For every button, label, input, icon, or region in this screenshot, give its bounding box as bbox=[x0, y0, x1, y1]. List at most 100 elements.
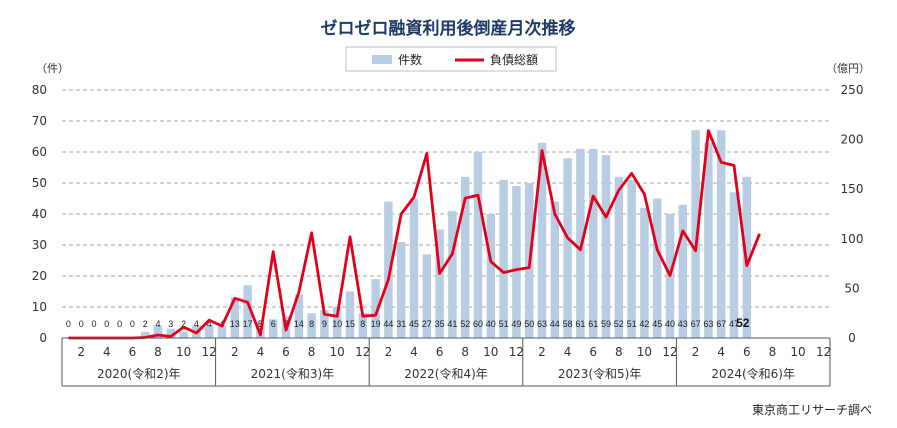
month-tick-label: 4 bbox=[410, 345, 418, 359]
bar bbox=[499, 179, 508, 338]
year-label: 2022(令和4)年 bbox=[404, 366, 488, 381]
legend-label-count: 件数 bbox=[398, 52, 422, 67]
bar-data-label: 2 bbox=[181, 319, 186, 329]
bar-data-label: 61 bbox=[588, 319, 598, 329]
right-tick-label: 200 bbox=[841, 133, 864, 147]
bar-data-label: 9 bbox=[322, 319, 327, 329]
bar bbox=[614, 176, 624, 338]
month-tick-label: 12 bbox=[355, 345, 370, 359]
bar bbox=[217, 325, 227, 338]
right-tick-label: 250 bbox=[841, 83, 864, 97]
right-axis-unit: （億円） bbox=[826, 62, 870, 75]
bar bbox=[716, 130, 726, 338]
bar-data-label: 8 bbox=[360, 319, 365, 329]
month-tick-label: 10 bbox=[637, 345, 652, 359]
month-tick-label: 4 bbox=[717, 345, 725, 359]
month-tick-label: 12 bbox=[662, 345, 677, 359]
bar-data-label: 15 bbox=[345, 319, 355, 329]
bar-data-label: 52 bbox=[460, 319, 470, 329]
bar bbox=[691, 130, 700, 338]
bar-data-label: 8 bbox=[309, 319, 314, 329]
left-tick-label: 60 bbox=[32, 145, 47, 159]
month-tick-label: 12 bbox=[509, 345, 524, 359]
bar bbox=[268, 319, 278, 338]
bar-data-label: 59 bbox=[601, 319, 611, 329]
bar bbox=[396, 241, 406, 338]
bar bbox=[588, 148, 598, 338]
bar bbox=[512, 186, 521, 338]
bar-data-label: 27 bbox=[422, 319, 432, 329]
bar bbox=[576, 148, 585, 338]
bar-data-label: 4 bbox=[194, 319, 199, 329]
bar bbox=[729, 192, 739, 338]
month-tick-label: 12 bbox=[816, 345, 831, 359]
month-tick-label: 6 bbox=[129, 345, 137, 359]
month-tick-label: 8 bbox=[154, 345, 162, 359]
bar-data-label: 0 bbox=[66, 319, 71, 329]
bar bbox=[652, 198, 662, 338]
month-tick-label: 12 bbox=[202, 345, 217, 359]
month-tick-label: 6 bbox=[589, 345, 597, 359]
right-tick-label: 150 bbox=[841, 182, 864, 196]
source-note: 東京商工リサーチ調べ bbox=[752, 402, 872, 417]
bar bbox=[345, 291, 355, 338]
bar-data-label: 51 bbox=[499, 319, 509, 329]
month-tick-label: 10 bbox=[330, 345, 345, 359]
bar-data-label: 60 bbox=[473, 319, 483, 329]
grid bbox=[62, 89, 830, 308]
bar-data-label: 67 bbox=[716, 319, 726, 329]
bar-data-label: 4 bbox=[207, 319, 212, 329]
bar bbox=[550, 201, 560, 338]
bar bbox=[601, 155, 611, 338]
bar-data-label: 63 bbox=[703, 319, 713, 329]
month-tick-label: 6 bbox=[743, 345, 751, 359]
month-tick-label: 4 bbox=[257, 345, 265, 359]
left-tick-label: 40 bbox=[32, 207, 47, 221]
bar-data-label: 43 bbox=[678, 319, 688, 329]
bar bbox=[422, 254, 432, 338]
month-tick-label: 2 bbox=[538, 345, 546, 359]
bar-data-label: 31 bbox=[396, 319, 406, 329]
bar bbox=[294, 294, 304, 338]
month-tick-label: 4 bbox=[564, 345, 572, 359]
bar bbox=[358, 313, 368, 338]
bar-data-label: 49 bbox=[511, 319, 521, 329]
bar bbox=[473, 152, 483, 338]
bar-data-label: 0 bbox=[104, 319, 109, 329]
year-label: 2023(令和5)年 bbox=[558, 366, 642, 381]
bar bbox=[204, 325, 214, 338]
bar bbox=[179, 331, 188, 338]
bar-data-label: 17 bbox=[243, 319, 253, 329]
bar bbox=[320, 310, 329, 338]
bar bbox=[140, 331, 150, 338]
month-tick-label: 8 bbox=[769, 345, 777, 359]
bar-data-label: 63 bbox=[537, 319, 547, 329]
bar-data-label: 0 bbox=[130, 319, 135, 329]
bar-data-label: 10 bbox=[332, 319, 342, 329]
left-tick-label: 20 bbox=[32, 269, 47, 283]
bar bbox=[640, 207, 649, 338]
left-tick-label: 30 bbox=[32, 238, 47, 252]
bar-data-label: 52 bbox=[614, 319, 624, 329]
bar-data-label: 19 bbox=[371, 319, 381, 329]
bar-data-label: 5 bbox=[258, 319, 263, 329]
bar-data-labels: 0 0 0 0 0 0 2 4 3 2 4 4 4 13 17 5 6 7 14 8 9 10 15 8 19 44 31 45 27 3… bbox=[66, 316, 750, 330]
month-tick-label: 6 bbox=[436, 345, 444, 359]
legend-label-debt: 負債総額 bbox=[490, 52, 538, 67]
right-axis-ticks: 0 50 100 150 200 250 bbox=[841, 83, 864, 345]
bar-data-label: 41 bbox=[447, 319, 457, 329]
bar bbox=[678, 204, 688, 338]
bar-data-label: 0 bbox=[79, 319, 84, 329]
bar-data-label: 13 bbox=[230, 319, 240, 329]
bar bbox=[166, 328, 176, 338]
bar-data-label: 50 bbox=[524, 319, 534, 329]
bar bbox=[537, 142, 547, 338]
bar-data-label: 0 bbox=[91, 319, 96, 329]
bar-series-count bbox=[140, 130, 752, 338]
bar bbox=[230, 297, 240, 338]
left-axis-unit: （件） bbox=[36, 62, 69, 75]
bar-data-label: 44 bbox=[550, 319, 560, 329]
bar bbox=[448, 210, 457, 338]
